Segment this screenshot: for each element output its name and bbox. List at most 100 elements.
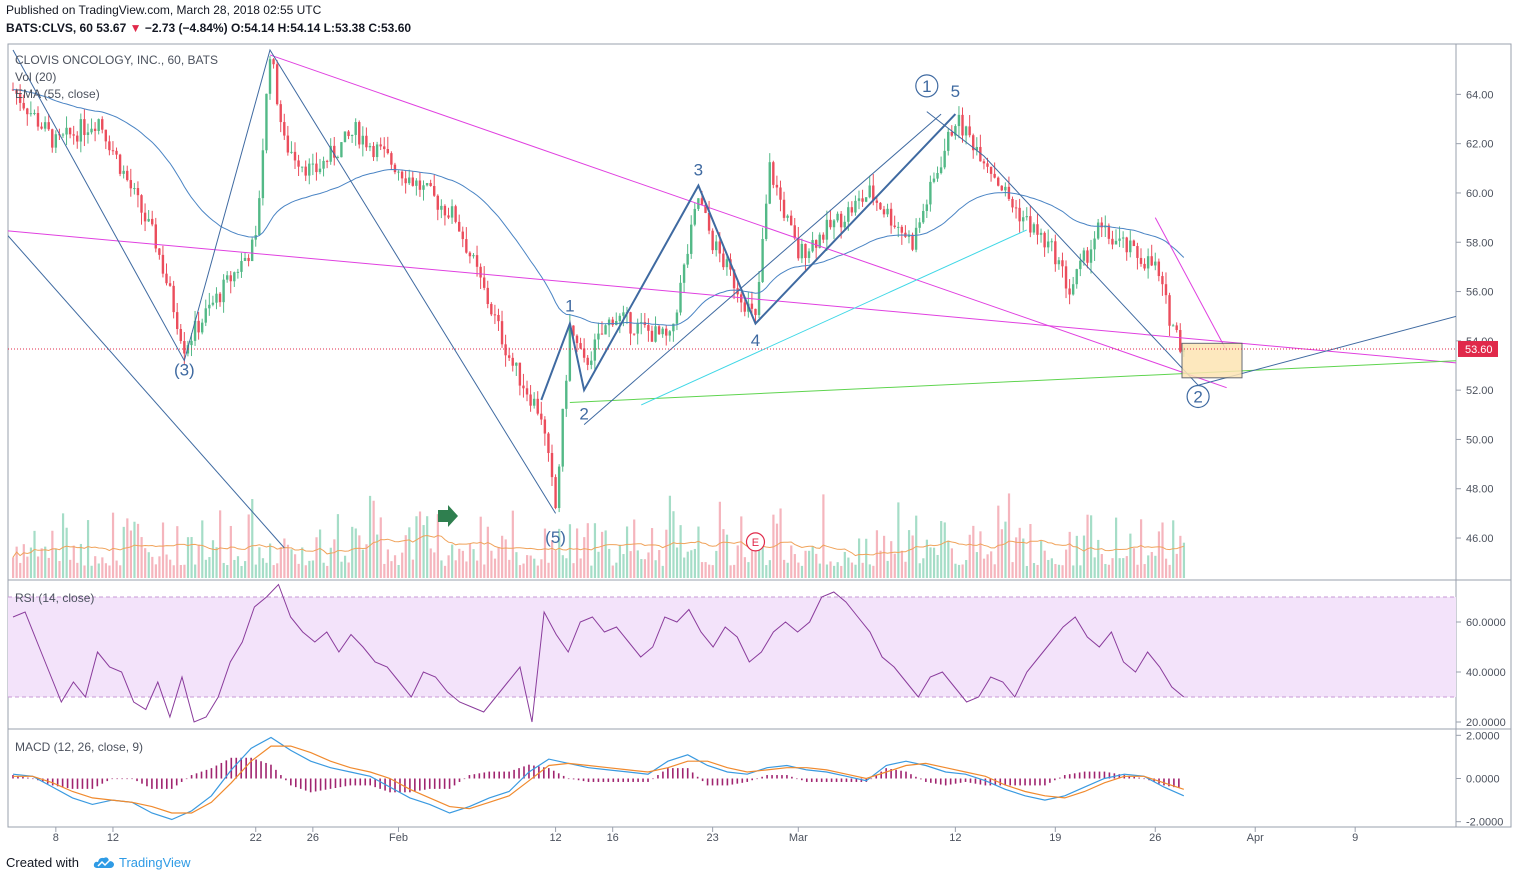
volume-bar [526, 555, 529, 578]
macd-histogram-bar [76, 778, 79, 789]
candle-body [518, 362, 522, 386]
price-pane[interactable]: (3) (5) 1 2 3 4 5 1 2 E [0, 48, 1512, 578]
volume-bar [765, 565, 768, 578]
candle-body [1043, 232, 1046, 248]
candle-body [982, 161, 986, 164]
candle-body [1039, 232, 1043, 235]
candle-body [340, 142, 343, 158]
volume-bar [219, 510, 222, 578]
macd-histogram-bar [116, 778, 118, 780]
candle-body [490, 304, 493, 315]
macd-histogram-bar [448, 778, 451, 789]
candle-body [429, 183, 432, 187]
macd-histogram-bar [41, 778, 44, 782]
candle-body [354, 122, 357, 135]
macd-histogram-bar [567, 778, 570, 780]
candle-body [872, 185, 875, 201]
macd-pane[interactable] [12, 736, 1185, 821]
volume-bar [244, 561, 247, 578]
candle-body [411, 177, 414, 186]
channel-line-upper [583, 113, 942, 426]
volume-bar [893, 553, 896, 578]
volume-bar [1175, 553, 1178, 578]
macd-histogram-bar [190, 775, 193, 779]
candle-body [140, 195, 143, 213]
macd-histogram-bar [32, 778, 34, 780]
candle-body [482, 277, 486, 288]
macd-histogram-bar [180, 778, 183, 782]
volume-bar [483, 564, 486, 578]
volume-bar [536, 565, 539, 578]
candle-body [36, 112, 40, 127]
candle-body [179, 328, 182, 342]
candle-body [151, 218, 154, 225]
volume-bar [572, 563, 575, 578]
rsi-pane[interactable] [8, 583, 1456, 723]
volume-bar [308, 560, 311, 578]
volume-bar [229, 525, 232, 578]
channel-line-cyan [641, 229, 1027, 406]
candle-body [51, 129, 54, 148]
macd-histogram-bar [309, 778, 312, 793]
candle-body [293, 151, 297, 161]
volume-bar [522, 563, 525, 578]
macd-histogram-bar [1009, 778, 1011, 786]
time-tick-label: 9 [1352, 832, 1358, 844]
volume-bar [708, 564, 711, 578]
candle-body [657, 326, 661, 335]
tradingview-link[interactable]: TradingView [85, 855, 191, 870]
candle-body [654, 326, 657, 342]
candle-body [1096, 222, 1100, 239]
signal-line [13, 745, 1184, 814]
volume-bar [51, 530, 54, 578]
volume-bar [94, 556, 97, 578]
macd-histogram-bar [200, 771, 203, 779]
macd-histogram-bar [607, 778, 610, 782]
candle-body [529, 394, 532, 406]
macd-histogram-bar [290, 778, 292, 786]
volume-bar [154, 564, 157, 578]
candle-body [732, 269, 736, 289]
time-tick-label: 12 [949, 832, 961, 844]
candle-body [515, 362, 518, 366]
macd-histogram-bar [642, 778, 644, 782]
macd-histogram-bar [27, 777, 29, 779]
macd-histogram-bar [235, 757, 238, 779]
volume-bar [733, 564, 736, 578]
candle-body [1079, 260, 1082, 270]
candle-body [650, 330, 654, 342]
volume-bar [529, 555, 532, 578]
volume-bar [122, 526, 125, 578]
volume-bar [558, 528, 561, 578]
volume-bar [1082, 535, 1086, 578]
volume-bar [1179, 535, 1182, 578]
volume-bar [1090, 515, 1093, 578]
macd-histogram-bar [691, 772, 694, 779]
macd-histogram-bar [810, 778, 813, 782]
volume-bar [468, 543, 472, 578]
macd-histogram-bar [925, 778, 927, 782]
candle-body [911, 234, 914, 250]
candle-body [176, 312, 179, 329]
volume-bar [361, 549, 365, 578]
volume-bar [990, 551, 993, 578]
candle-body [172, 285, 175, 313]
candle-body [390, 153, 393, 165]
volume-bar [415, 516, 418, 578]
macd-histogram-bar [959, 778, 962, 783]
macd-histogram-bar [1024, 778, 1026, 786]
candle-body [190, 340, 193, 346]
candle-body [272, 59, 275, 65]
volume-bar [190, 537, 193, 578]
macd-histogram-bar [71, 778, 74, 789]
candle-body [979, 146, 982, 162]
candle-body [811, 240, 814, 252]
volume-bar [1139, 519, 1143, 578]
macd-histogram-bar [354, 778, 357, 786]
macd-histogram-bar [979, 778, 982, 785]
ema-legend: EMA (55, close) [15, 87, 100, 101]
candle-body [133, 188, 136, 190]
volume-bar [422, 525, 425, 578]
macd-histogram-bar [131, 778, 133, 780]
